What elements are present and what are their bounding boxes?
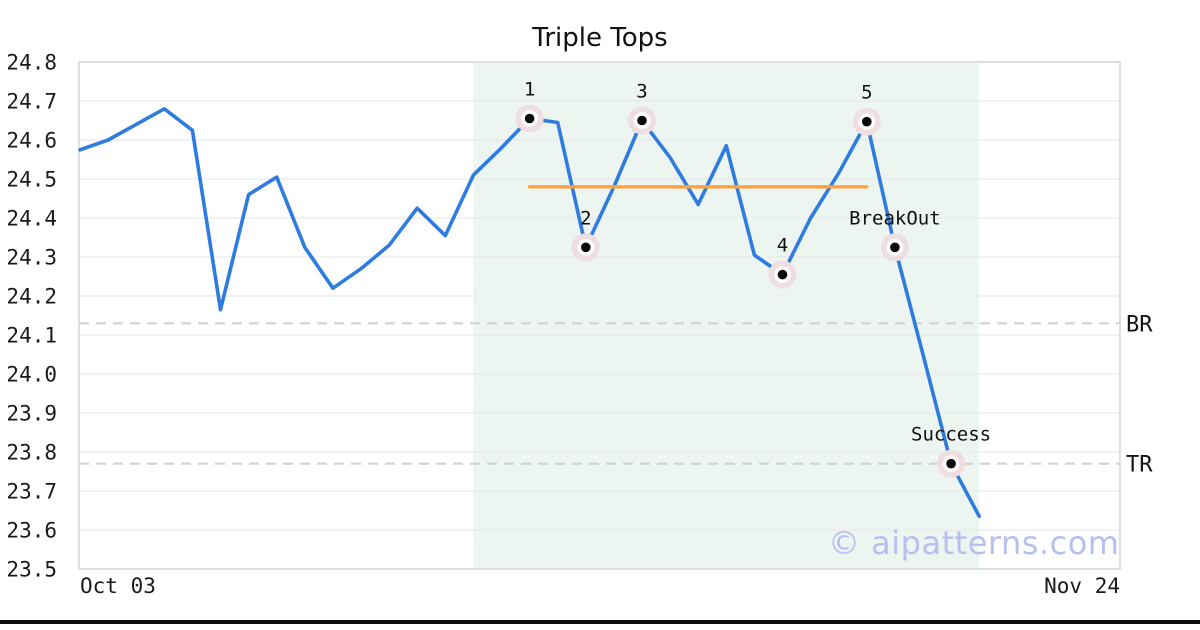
y-tick-label: 23.9 [6, 402, 57, 426]
y-tick-label: 23.7 [6, 480, 57, 504]
reference-line-label-br: BR [1126, 312, 1153, 337]
marker-label-5: 5 [861, 82, 872, 104]
y-tick-label: 24.2 [6, 285, 57, 309]
marker-dot [946, 458, 956, 469]
y-tick-label: 24.0 [6, 363, 57, 387]
marker-dot [637, 115, 647, 126]
y-tick-label: 24.1 [6, 324, 57, 348]
pattern-highlight-region [473, 62, 980, 569]
marker-label-breakout: BreakOut [849, 207, 941, 229]
y-tick-label: 24.7 [6, 90, 57, 114]
y-tick-label: 24.8 [6, 51, 57, 75]
marker-dot [777, 269, 788, 280]
y-tick-label: 23.5 [6, 558, 57, 582]
y-tick-label: 23.6 [6, 519, 57, 543]
chart-title: Triple Tops [532, 23, 668, 53]
x-tick-label: Nov 24 [1044, 574, 1120, 598]
marker-dot [524, 113, 535, 124]
y-tick-label: 23.8 [6, 441, 57, 465]
plot-border [78, 61, 1121, 570]
y-tick-label: 24.5 [6, 168, 57, 192]
marker-label-success: Success [911, 424, 991, 446]
marker-label-2: 2 [580, 207, 591, 229]
marker-dot [890, 242, 900, 253]
y-tick-label: 24.3 [6, 246, 57, 270]
marker-label-1: 1 [524, 79, 535, 101]
x-tick-label: Oct 03 [80, 574, 156, 598]
bottom-border-bar [0, 620, 1200, 624]
reference-line-label-tr: TR [1126, 453, 1153, 478]
marker-label-3: 3 [636, 81, 647, 103]
y-tick-label: 24.4 [6, 207, 57, 231]
marker-label-4: 4 [777, 235, 788, 257]
watermark: © aipatterns.com [828, 524, 1120, 562]
y-tick-label: 24.6 [6, 129, 57, 153]
marker-dot [862, 116, 872, 127]
marker-dot [581, 242, 591, 253]
